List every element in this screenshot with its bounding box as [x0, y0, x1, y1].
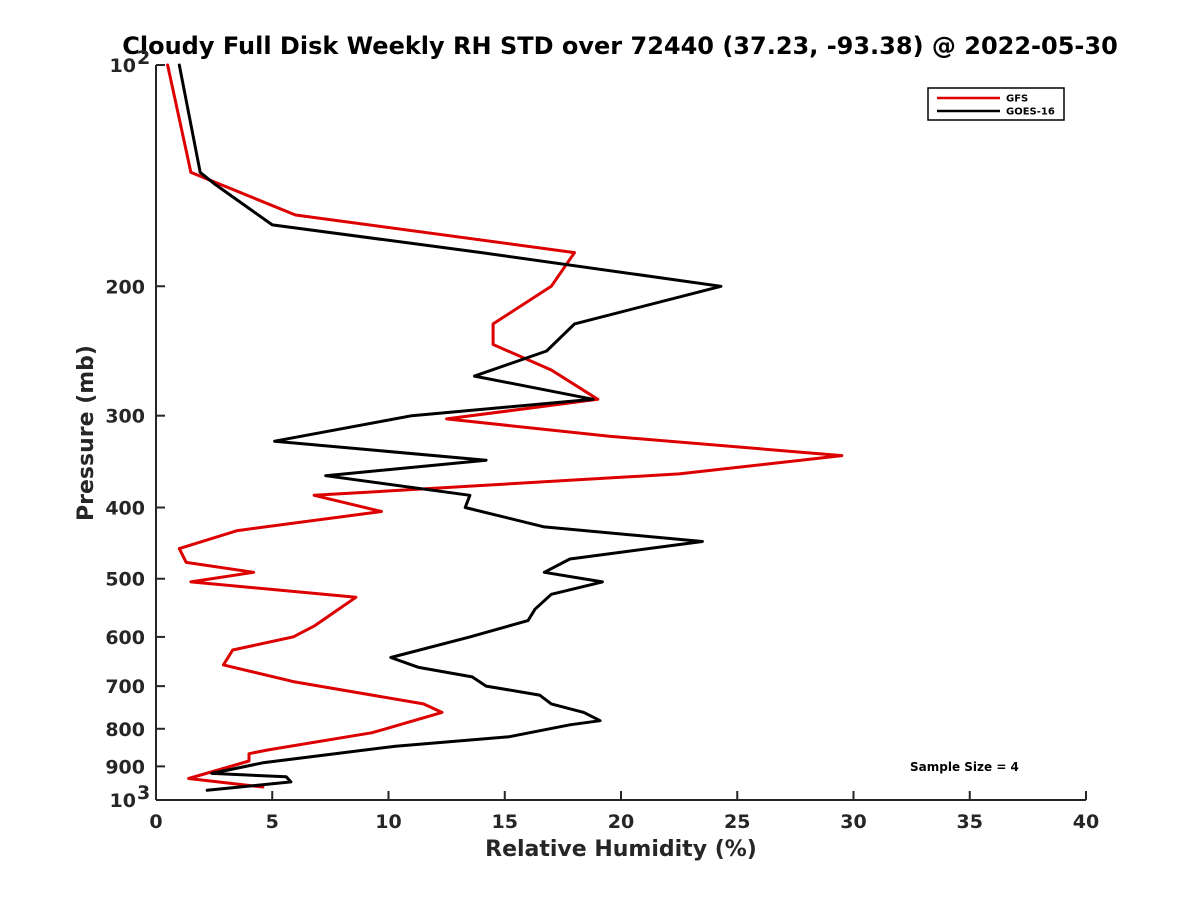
chart-title: Cloudy Full Disk Weekly RH STD over 7244… — [122, 32, 1118, 60]
x-tick-label: 20 — [608, 811, 634, 833]
x-axis-label: Relative Humidity (%) — [485, 837, 757, 862]
x-axis-ticks: 0 5 10 15 20 25 30 35 40 — [149, 791, 1099, 833]
x-tick-label: 10 — [375, 811, 401, 833]
y-tick-label: 800 — [105, 719, 145, 741]
x-tick-label: 15 — [492, 811, 518, 833]
legend-box — [927, 87, 1065, 121]
x-tick-label: 5 — [266, 811, 279, 833]
x-tick-label: 30 — [840, 811, 866, 833]
legend-label-goes-16: GOES-16 — [1006, 107, 1055, 118]
y-tick-label: 10 — [110, 790, 136, 812]
series-line-gfs — [166, 63, 844, 789]
y-tick-exponent: 2 — [137, 47, 150, 69]
x-tick-label: 25 — [724, 811, 750, 833]
legend: GFS GOES-16 — [927, 87, 1065, 121]
x-tick-label: 40 — [1073, 811, 1099, 833]
y-tick-label: 10 — [110, 55, 136, 77]
y-axis-label: Pressure (mb) — [74, 345, 99, 521]
y-tick-label: 700 — [105, 676, 145, 698]
sample-size-annotation: Sample Size = 4 — [910, 760, 1019, 774]
legend-label-gfs: GFS — [1006, 94, 1028, 105]
y-tick-label: 200 — [105, 276, 145, 298]
series-line-goes-16 — [177, 63, 723, 792]
x-tick-label: 0 — [149, 811, 162, 833]
y-tick-label: 600 — [105, 627, 145, 649]
y-tick-label: 400 — [105, 498, 145, 520]
y-tick-label: 900 — [105, 756, 145, 778]
y-tick-exponent: 3 — [137, 782, 150, 804]
y-tick-label: 500 — [105, 569, 145, 591]
series-layer — [166, 63, 844, 792]
x-tick-label: 35 — [957, 811, 983, 833]
y-tick-label: 300 — [105, 406, 145, 428]
